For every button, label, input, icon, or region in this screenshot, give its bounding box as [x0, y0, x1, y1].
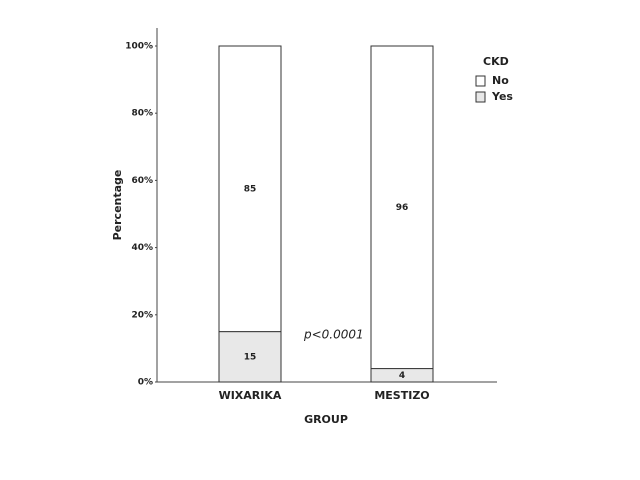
legend-swatch [475, 91, 486, 103]
data-label: 4 [399, 371, 405, 381]
x-tick-label: WIXARIKA [219, 389, 282, 402]
y-tick-label: 60% [131, 176, 153, 186]
y-tick-label: 40% [131, 243, 153, 253]
y-tick-label: 80% [131, 109, 153, 119]
bar-segment [218, 45, 282, 333]
annotation: p<0.0001 [303, 328, 364, 342]
y-tick-label: 0% [138, 378, 153, 388]
data-label: 85 [244, 184, 257, 194]
legend-label: No [492, 74, 509, 87]
bar-segment [218, 331, 282, 383]
y-tick-label: 100% [125, 42, 153, 52]
y-tick-label: 20% [131, 310, 153, 320]
x-tick-label: MESTIZO [374, 389, 429, 402]
legend-swatch [475, 75, 486, 87]
legend-label: Yes [491, 90, 513, 103]
data-label: 96 [396, 203, 409, 213]
bar-segment [370, 45, 434, 370]
y-axis-title: Percentage [111, 170, 124, 241]
data-label: 15 [244, 352, 257, 362]
legend-title: CKD [483, 55, 509, 68]
x-axis-title: GROUP [304, 413, 348, 426]
